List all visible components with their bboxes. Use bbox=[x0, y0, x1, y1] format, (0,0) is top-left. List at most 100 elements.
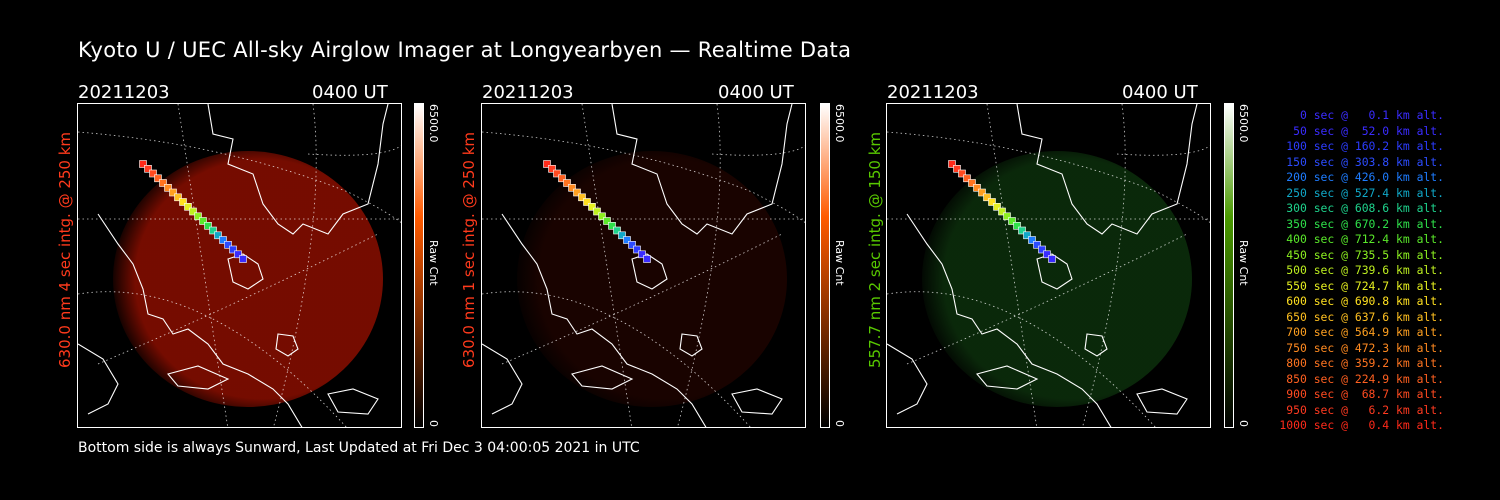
panel-1-image bbox=[77, 103, 402, 428]
trajectory-point bbox=[993, 203, 1001, 211]
panel-3-ylabel: 557.7 nm 2 sec intg. @ 150 km bbox=[866, 131, 884, 368]
trajectory-point bbox=[553, 169, 561, 178]
panel-3-colorbar bbox=[1224, 103, 1234, 428]
trajectory-point bbox=[588, 203, 596, 211]
legend-entry: 400 sec @ 712.4 km alt. bbox=[1286, 232, 1444, 246]
trajectory-point bbox=[234, 250, 242, 259]
grid-latitude-line bbox=[97, 233, 379, 365]
trajectory-point bbox=[1043, 250, 1051, 259]
panel-2-ylabel: 630.0 nm 1 sec intg. @ 250 km bbox=[460, 131, 478, 368]
panel-1-date: 20211203 bbox=[78, 82, 170, 103]
trajectory-point bbox=[583, 198, 591, 206]
trajectory-point bbox=[239, 255, 247, 263]
panel-1-colorbar bbox=[414, 103, 424, 428]
grid-longitude-line bbox=[677, 104, 721, 427]
trajectory-point bbox=[1023, 231, 1031, 240]
island-outline bbox=[571, 365, 634, 390]
grid-latitude-line bbox=[711, 145, 805, 156]
legend-entry: 500 sec @ 739.6 km alt. bbox=[1286, 263, 1444, 277]
trajectory-point bbox=[1028, 236, 1036, 244]
island-outline bbox=[976, 365, 1039, 390]
grid-latitude-line bbox=[906, 233, 1188, 365]
legend-entry: 350 sec @ 670.2 km alt. bbox=[1286, 216, 1444, 231]
trajectory-point bbox=[1013, 222, 1021, 230]
trajectory-point bbox=[958, 169, 966, 178]
panel-3-colorbar-min: 0 bbox=[1237, 420, 1250, 427]
trajectory-point bbox=[229, 245, 237, 254]
coastline bbox=[78, 343, 119, 415]
legend-entry: 250 sec @ 527.4 km alt. bbox=[1286, 185, 1444, 200]
legend-entry: 200 sec @ 426.0 km alt. bbox=[1286, 170, 1444, 184]
coastline bbox=[611, 104, 793, 235]
island-outline bbox=[679, 333, 703, 357]
grid-latitude-line bbox=[307, 145, 401, 156]
trajectory-point bbox=[204, 222, 212, 230]
footer-note: Bottom side is always Sunward, Last Upda… bbox=[78, 440, 640, 456]
trajectory-point bbox=[548, 164, 556, 173]
trajectory-point bbox=[1003, 212, 1011, 221]
trajectory-point bbox=[174, 193, 182, 202]
coastline bbox=[1016, 104, 1198, 235]
coastline bbox=[887, 343, 928, 415]
trajectory-point bbox=[968, 179, 976, 187]
island-outline bbox=[327, 388, 379, 415]
trajectory-point bbox=[179, 198, 187, 206]
panel-graphics bbox=[78, 104, 401, 427]
trajectory-point bbox=[563, 179, 571, 187]
trajectory-point bbox=[194, 212, 202, 221]
panel-3-colorbar-unit: Raw Cnt bbox=[1237, 240, 1250, 286]
trajectory-point bbox=[1038, 245, 1046, 254]
panel-2-image bbox=[481, 103, 806, 428]
trajectory-point bbox=[159, 179, 167, 187]
trajectory-point bbox=[1018, 226, 1026, 235]
airglow-field bbox=[922, 151, 1192, 407]
trajectory-point bbox=[978, 188, 986, 197]
legend-entry: 800 sec @ 359.2 km alt. bbox=[1286, 356, 1444, 370]
legend-entry: 150 sec @ 303.8 km alt. bbox=[1286, 154, 1444, 169]
coastline bbox=[501, 213, 707, 427]
legend-entry: 50 sec @ 52.0 km alt. bbox=[1293, 123, 1444, 138]
page-title: Kyoto U / UEC All-sky Airglow Imager at … bbox=[78, 38, 852, 62]
legend-entry: 900 sec @ 68.7 km alt. bbox=[1286, 387, 1444, 401]
grid-longitude-line bbox=[887, 291, 1156, 427]
trajectory-point bbox=[953, 164, 961, 173]
trajectory-point bbox=[608, 222, 616, 230]
legend-entry: 0 sec @ 0.1 km alt. bbox=[1299, 108, 1444, 122]
island-outline bbox=[731, 388, 783, 415]
trajectory-point bbox=[643, 255, 651, 263]
island-outline bbox=[167, 365, 230, 390]
trajectory-point bbox=[618, 231, 626, 240]
trajectory-point bbox=[973, 184, 981, 192]
coastline bbox=[207, 104, 389, 235]
trajectory-point bbox=[214, 231, 222, 240]
trajectory-point bbox=[578, 193, 586, 202]
panel-1-colorbar-min: 0 bbox=[427, 420, 440, 427]
legend-entry: 600 sec @ 690.8 km alt. bbox=[1286, 294, 1444, 308]
legend-entry: 650 sec @ 637.6 km alt. bbox=[1286, 309, 1444, 324]
trajectory-point bbox=[1033, 241, 1041, 249]
island-outline bbox=[631, 253, 668, 290]
trajectory-point bbox=[988, 198, 996, 206]
legend-entry: 100 sec @ 160.2 km alt. bbox=[1286, 139, 1444, 153]
grid-longitude-line bbox=[1082, 104, 1126, 427]
panel-1-time: 0400 UT bbox=[312, 82, 388, 103]
trajectory-point bbox=[598, 212, 606, 221]
island-outline bbox=[1036, 253, 1073, 290]
grid-latitude-line bbox=[501, 233, 783, 365]
panel-graphics bbox=[482, 104, 805, 427]
panel-graphics bbox=[887, 104, 1210, 427]
trajectory-point bbox=[543, 160, 551, 168]
trajectory-point bbox=[189, 207, 197, 216]
coastline bbox=[906, 213, 1112, 427]
grid-longitude-line bbox=[273, 104, 317, 427]
trajectory-point bbox=[638, 250, 646, 259]
trajectory-point bbox=[628, 241, 636, 249]
trajectory-point bbox=[164, 184, 172, 192]
legend-entry: 550 sec @ 724.7 km alt. bbox=[1286, 278, 1444, 293]
trajectory-point bbox=[219, 236, 227, 244]
panel-2-colorbar bbox=[820, 103, 830, 428]
panel-2-time: 0400 UT bbox=[718, 82, 794, 103]
legend-entry: 300 sec @ 608.6 km alt. bbox=[1286, 201, 1444, 215]
panel-2-colorbar-min: 0 bbox=[833, 420, 846, 427]
panel-2-colorbar-unit: Raw Cnt bbox=[833, 240, 846, 286]
